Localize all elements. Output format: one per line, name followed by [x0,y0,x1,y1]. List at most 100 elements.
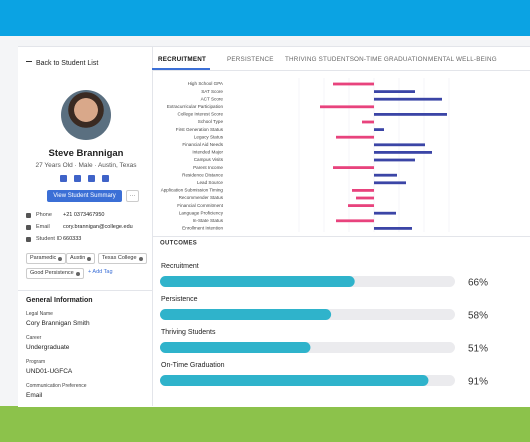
tag[interactable]: Texas College [98,253,147,264]
factor-label: Residence Distance [182,172,223,177]
field-label: Legal Name [26,311,53,317]
progress-bar [160,276,355,287]
outcome-label: On-Time Graduation [161,362,225,369]
avatar [61,90,111,140]
icon[interactable] [102,175,109,182]
section-divider [18,290,152,291]
tag[interactable]: Austin [66,253,96,264]
back-arrow [26,61,32,62]
icon[interactable] [74,175,81,182]
bar [320,105,374,109]
progress-bar [160,375,429,386]
outcome-value: 66% [468,278,488,289]
factor-label: Financial Commitment [177,203,223,208]
bar [336,219,374,223]
back-link[interactable]: Back to Student List [36,60,99,67]
bar [374,181,406,185]
factor-label: Intended Major [192,150,223,155]
factor-label: School Type [198,119,224,124]
factor-label: Recommender Status [179,195,224,200]
contact-label: Phone [36,212,52,218]
tag[interactable]: Good Persistence [26,268,84,279]
tag-label: Texas College [102,255,137,261]
bar [374,173,397,177]
bar [348,204,374,207]
bar [374,90,415,93]
summary-button[interactable]: View Student Summary [47,190,122,202]
outcome-label: Persistence [161,296,198,303]
contact-icon [26,237,31,242]
factor-label: Language Proficiency [179,210,224,215]
tab[interactable]: ON-TIME GRADUATION [354,56,428,63]
field-value: Cory Brannigan Smith [26,320,90,327]
contact-label: Email [36,224,50,230]
bar [362,120,374,124]
section-title: General Information [26,297,93,304]
tag-remove[interactable] [75,271,80,276]
factor-label: Financial Aid Needs [182,142,223,147]
icon[interactable] [60,175,67,182]
tab[interactable]: THRIVING STUDENTS [285,56,355,63]
bar [336,135,374,139]
factor-label: Campus Visits [194,157,224,162]
tag-label: Good Persistence [30,270,74,276]
progress-bar [160,309,332,320]
outcome-value: 91% [468,377,488,388]
top-band [0,0,530,36]
bar [374,211,396,215]
outcomes-chart: OUTCOMES Recruitment 66% Persistence 58% Thri… [160,241,488,388]
outcome-label: Recruitment [161,263,199,270]
field-label: Program [26,359,46,365]
chart-divider [152,236,530,237]
bar [374,128,384,131]
more-button[interactable]: ··· [126,190,139,202]
factor-label: High School GPA [188,81,224,86]
factor-label: Application Submission Timing [161,188,224,193]
contact-value: cory.brannigan@college.edu [63,224,133,230]
bar [333,166,374,169]
tag-remove[interactable] [138,256,143,261]
outcome-value: 58% [468,311,488,322]
outcomes-title: OUTCOMES [160,241,197,247]
contact-icon [26,213,31,218]
tag-label: Paramedic [30,255,57,261]
factor-label: College Interest Score [178,112,224,117]
tab[interactable]: MENTAL WELL-BEING [428,56,497,63]
factor-label: Lead Source [197,180,223,185]
icon[interactable] [88,175,95,182]
factor-label: Enrollment Intention [182,226,223,231]
bar [374,227,412,230]
progress-bar [160,342,311,353]
tag-label: Austin [70,255,86,261]
tag-remove[interactable] [87,256,92,261]
bar [333,82,374,86]
bar [374,151,432,154]
tag-remove[interactable] [58,256,63,261]
bar [374,158,415,162]
tag[interactable]: Paramedic [26,253,67,264]
tab[interactable]: RECRUITMENT [158,56,207,63]
factor-label: SAT Score [201,89,223,94]
profile-name: Steve Brannigan [48,148,124,159]
outcome-value: 51% [468,344,488,355]
tabs-divider [152,70,530,71]
factor-chart: High School GPA SAT Score ACT Score Extracu… [161,78,450,232]
field-value: Undergraduate [26,344,70,351]
field-value: UND01-UGFCA [26,368,73,375]
contact-value: 660333 [63,236,82,242]
factor-label: Parent Income [193,165,223,170]
factor-label: First Generation Status [176,127,224,132]
bottom-band [0,406,530,442]
factor-label: In-State Status [193,218,224,223]
add-tag[interactable]: + Add Tag [88,269,113,275]
bar [374,97,442,101]
panel-divider [152,46,153,406]
factor-label: ACT Score [201,96,224,101]
bar [374,143,425,147]
tab[interactable]: PERSISTENCE [227,56,274,63]
bar [356,196,374,200]
outcome-label: Thriving Students [161,329,216,336]
tab-underline [152,68,210,70]
